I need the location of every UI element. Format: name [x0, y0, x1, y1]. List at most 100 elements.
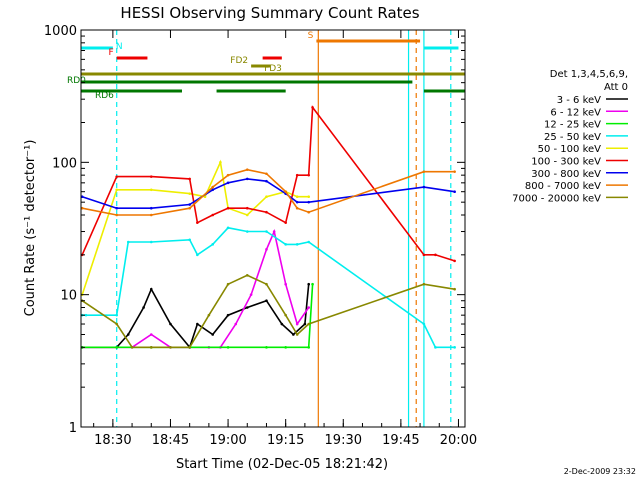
y-tick-label: 1	[69, 421, 77, 436]
legend-label-25-50-kev: 25 - 50 keV	[544, 132, 601, 143]
series-point-25-50-kev	[188, 238, 191, 242]
series-point-50-100-kev	[245, 213, 249, 217]
series-point-100-300-kev	[284, 221, 287, 224]
x-tick-label: 18:30	[94, 433, 131, 448]
series-point-3-6-kev	[280, 322, 284, 326]
series-point-7000-20000-kev	[284, 313, 287, 317]
series-point-800-7000-kev	[284, 190, 287, 193]
series-point-100-300-kev	[188, 177, 191, 181]
series-line-3-6-kev	[82, 284, 310, 349]
series-point-25-50-kev	[307, 240, 311, 244]
legend-header-line-2: Att 0	[604, 82, 628, 93]
series-point-25-50-kev	[245, 230, 249, 233]
flag-label-fd2: FD2	[230, 56, 248, 66]
legend-label-300-800-kev: 300 - 800 keV	[531, 169, 601, 180]
y-tick-label: 1000	[44, 24, 77, 39]
series-point-800-7000-kev	[295, 206, 299, 210]
series-point-3-6-kev	[226, 313, 230, 317]
series-point-6-12-kev	[265, 248, 268, 251]
series-point-50-100-kev	[219, 161, 222, 164]
series-point-300-800-kev	[188, 203, 191, 206]
series-point-3-6-kev	[196, 322, 199, 326]
series-point-12-25-kev	[226, 346, 230, 349]
series-point-800-7000-kev	[226, 173, 230, 177]
series-point-7000-20000-kev	[169, 346, 172, 349]
series-point-12-25-kev	[115, 346, 119, 349]
series-point-6-12-kev	[149, 333, 153, 336]
series-point-6-12-kev	[284, 282, 287, 286]
series-point-6-12-kev	[234, 322, 238, 326]
series-point-100-300-kev	[311, 106, 314, 109]
y-tick-label: 100	[52, 156, 77, 171]
flag-label-n: N	[116, 42, 123, 52]
series-point-25-50-kev	[115, 313, 119, 317]
series-point-300-800-kev	[422, 185, 426, 189]
series-point-100-300-kev	[434, 253, 437, 257]
series-point-3-6-kev	[211, 333, 215, 336]
legend-header-line-1: Det 1,3,4,5,6,9,	[550, 69, 628, 80]
series-point-100-300-kev	[245, 206, 249, 210]
series-point-3-6-kev	[149, 287, 153, 291]
flag-label-s: S	[308, 31, 314, 41]
series-point-300-800-kev	[226, 181, 230, 185]
series-point-3-6-kev	[169, 322, 172, 326]
legend-label-7000-20000-kev: 7000 - 20000 keV	[512, 193, 601, 204]
series-point-7000-20000-kev	[422, 282, 426, 286]
series-point-300-800-kev	[245, 177, 249, 181]
series-point-800-7000-kev	[188, 206, 191, 210]
series-point-100-300-kev	[307, 173, 311, 177]
series-point-50-100-kev	[265, 195, 268, 198]
series-point-100-300-kev	[196, 221, 199, 224]
series-point-7000-20000-kev	[188, 346, 191, 349]
series-point-6-12-kev	[272, 230, 276, 233]
series-point-6-12-kev	[249, 293, 253, 296]
series-point-300-800-kev	[80, 195, 84, 198]
series-point-7000-20000-kev	[207, 313, 211, 317]
series-point-50-100-kev	[115, 188, 119, 192]
series-point-50-100-kev	[149, 188, 153, 192]
legend-label-800-7000-kev: 800 - 7000 keV	[525, 181, 601, 192]
series-point-800-7000-kev	[115, 213, 119, 217]
flag-label-fd3: FD3	[264, 64, 282, 74]
legend-label-6-12-kev: 6 - 12 keV	[550, 107, 601, 118]
series-point-7000-20000-kev	[226, 282, 230, 286]
series-point-25-50-kev	[149, 240, 153, 244]
footer-timestamp: 2-Dec-2009 23:32	[564, 467, 636, 476]
chart-title: HESSI Observing Summary Count Rates	[120, 4, 419, 22]
series-point-3-6-kev	[245, 306, 249, 309]
flag-label-f: F	[109, 48, 114, 58]
x-tick-label: 19:45	[382, 433, 419, 448]
series-point-3-6-kev	[307, 282, 311, 286]
series-point-100-300-kev	[115, 175, 119, 178]
series-point-300-800-kev	[453, 190, 456, 193]
series-point-7000-20000-kev	[245, 274, 249, 277]
series-point-100-300-kev	[295, 173, 299, 177]
axes: 18:30 18:45 19:00 19:15 19:30 19:45 20:00 1 10 10…	[44, 24, 477, 448]
series-point-7000-20000-kev	[115, 322, 119, 326]
series-point-100-300-kev	[265, 210, 268, 214]
series-point-800-7000-kev	[149, 213, 153, 217]
series-point-25-50-kev	[284, 243, 287, 246]
y-axis-label: Count Rate (s⁻¹ detector⁻¹)	[23, 140, 38, 317]
series-point-25-50-kev	[226, 226, 230, 230]
legend-label-100-300-kev: 100 - 300 keV	[531, 157, 601, 168]
series-point-100-300-kev	[226, 206, 230, 210]
series-point-12-25-kev	[265, 346, 268, 349]
series-point-7000-20000-kev	[265, 282, 268, 286]
flag-label-rd0: RD0	[67, 76, 86, 86]
series-point-800-7000-kev	[307, 210, 311, 214]
series-point-100-300-kev	[149, 175, 153, 178]
series-point-800-7000-kev	[245, 168, 249, 171]
x-tick-label: 18:45	[152, 433, 189, 448]
legend-label-12-25-kev: 12 - 25 keV	[544, 120, 601, 131]
series-point-3-6-kev	[126, 333, 130, 336]
series-point-12-25-kev	[307, 346, 311, 349]
series-point-25-50-kev	[422, 322, 426, 326]
series-point-7000-20000-kev	[307, 322, 311, 326]
legend-label-3-6-kev: 3 - 6 keV	[557, 95, 601, 106]
legend-label-50-100-kev: 50 - 100 keV	[538, 144, 602, 155]
series-point-3-6-kev	[265, 299, 268, 303]
series-point-12-25-kev	[284, 346, 287, 349]
x-tick-label: 19:30	[325, 433, 362, 448]
